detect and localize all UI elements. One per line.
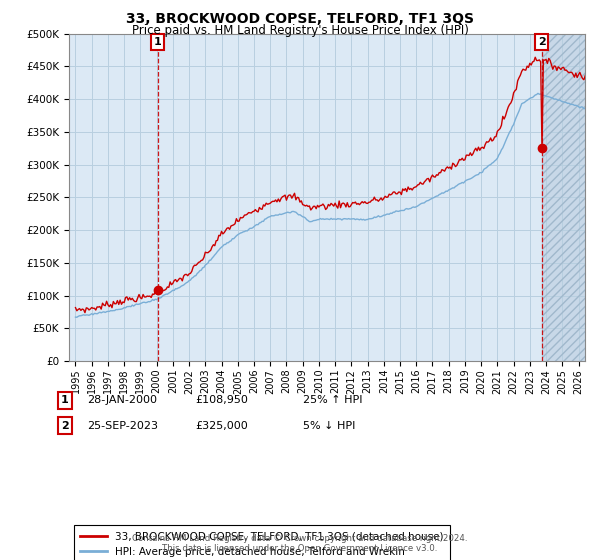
Text: 2: 2 <box>538 37 545 47</box>
Text: 2: 2 <box>61 421 68 431</box>
Text: 1: 1 <box>61 395 68 405</box>
Text: 25% ↑ HPI: 25% ↑ HPI <box>303 395 362 405</box>
Text: 1: 1 <box>154 37 162 47</box>
Text: Price paid vs. HM Land Registry's House Price Index (HPI): Price paid vs. HM Land Registry's House … <box>131 24 469 37</box>
Text: Contains HM Land Registry data © Crown copyright and database right 2024.
This d: Contains HM Land Registry data © Crown c… <box>132 534 468 553</box>
Text: 25-SEP-2023: 25-SEP-2023 <box>87 421 158 431</box>
Text: 33, BROCKWOOD COPSE, TELFORD, TF1 3QS: 33, BROCKWOOD COPSE, TELFORD, TF1 3QS <box>126 12 474 26</box>
Text: £108,950: £108,950 <box>195 395 248 405</box>
Text: 28-JAN-2000: 28-JAN-2000 <box>87 395 157 405</box>
Text: £325,000: £325,000 <box>195 421 248 431</box>
Legend: 33, BROCKWOOD COPSE, TELFORD, TF1 3QS (detached house), HPI: Average price, deta: 33, BROCKWOOD COPSE, TELFORD, TF1 3QS (d… <box>74 525 449 560</box>
Text: 5% ↓ HPI: 5% ↓ HPI <box>303 421 355 431</box>
